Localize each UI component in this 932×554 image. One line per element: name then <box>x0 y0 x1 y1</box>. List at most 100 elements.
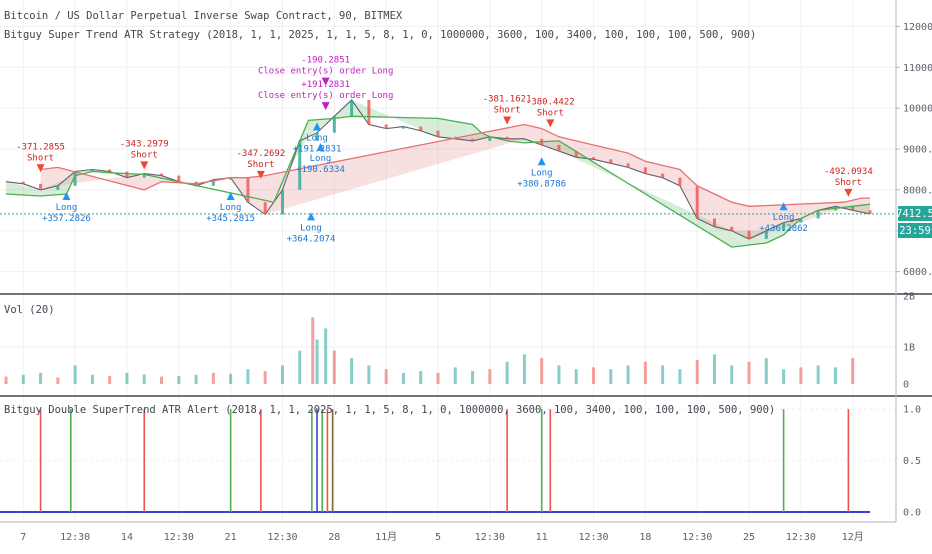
long-pnl: +357.2826 <box>42 214 91 224</box>
close-entry-pnl: -190.2851 <box>301 56 350 66</box>
strategy-label[interactable]: Bitguy Super Trend ATR Strategy (2018, 1… <box>4 29 756 41</box>
price-candle <box>522 138 526 140</box>
alert-pane-title[interactable]: Bitguy Double SuperTrend ATR Alert (2018… <box>4 404 775 416</box>
long-label: Long <box>300 223 322 233</box>
price-candle <box>211 179 215 186</box>
volume-bar <box>712 354 716 384</box>
trade-signals: Short-371.2855Long+357.2826Short-343.297… <box>16 56 873 245</box>
price-axis-label: 9000.0 <box>903 145 932 156</box>
price-candle <box>816 210 820 219</box>
close-entry-label: Close entry(s) order Long <box>258 67 393 77</box>
price-candle <box>246 177 250 203</box>
short-pnl: -343.2979 <box>120 139 169 149</box>
short-label: Short <box>131 150 158 160</box>
x-tick-label: 25 <box>743 532 755 543</box>
price-candle <box>39 183 43 190</box>
short-arrow <box>503 116 512 125</box>
x-tick-label: 7 <box>20 532 26 543</box>
price-candle <box>263 202 267 215</box>
x-tick-label: 12:30 <box>267 532 297 543</box>
price-candle <box>574 151 578 158</box>
long-pnl: +364.2074 <box>287 234 336 244</box>
volume-pane-title[interactable]: Vol (20) <box>4 304 55 316</box>
price-candle <box>90 169 94 172</box>
supertrend-fills <box>6 100 871 248</box>
price-candle <box>661 173 665 178</box>
alert-axis-label: 0.0 <box>903 508 921 519</box>
volume-bar <box>298 350 302 384</box>
volume-bar <box>557 365 561 384</box>
supertrend-lines <box>5 115 871 248</box>
price-candle <box>592 157 596 160</box>
price-candle <box>73 171 77 186</box>
short-pnl: -380.4422 <box>526 97 575 107</box>
long-label: Long <box>310 154 332 164</box>
supertrend-down-line <box>40 123 870 207</box>
volume-bar <box>108 375 112 384</box>
price-candle <box>56 185 60 190</box>
price-candle <box>868 210 872 214</box>
supertrend-up-line <box>5 115 871 248</box>
x-tick-label: 12:30 <box>786 532 816 543</box>
x-tick-label: 12:30 <box>60 532 90 543</box>
volume-axis-label: 0 <box>903 380 909 391</box>
price-candle <box>160 173 164 176</box>
volume-bar <box>332 350 336 384</box>
volume-bar <box>592 367 596 384</box>
volume-bar <box>471 371 475 384</box>
volume-bar <box>505 361 509 384</box>
volume-bar <box>730 365 734 384</box>
short-pnl: -381.1621 <box>483 94 532 104</box>
x-tick-label: 12:30 <box>578 532 608 543</box>
volume-bar <box>367 365 371 384</box>
volume-bar <box>626 365 630 384</box>
volume-bar <box>747 361 751 384</box>
x-tick-label: 12月 <box>842 531 864 543</box>
price-candle <box>125 171 129 178</box>
volume-bar <box>21 374 25 384</box>
short-pnl: -492.0934 <box>824 167 873 177</box>
volume-bars <box>4 317 855 384</box>
volume-bar <box>782 369 786 384</box>
volume-bar <box>39 372 43 384</box>
volume-bar <box>246 369 250 384</box>
price-candle <box>401 126 405 129</box>
x-tick-label: 18 <box>639 532 651 543</box>
volume-bar <box>540 358 544 384</box>
volume-bar <box>816 365 820 384</box>
price-candle <box>280 189 284 215</box>
x-tick-label: 12:30 <box>475 532 505 543</box>
volume-bar <box>280 365 284 384</box>
short-label: Short <box>494 105 521 115</box>
volume-bar <box>4 376 8 384</box>
price-candle <box>782 222 786 231</box>
volume-bar <box>56 377 60 384</box>
short-arrow <box>546 119 555 128</box>
long-label: Long <box>306 134 328 144</box>
short-label: Short <box>27 153 54 163</box>
volume-bar <box>764 358 768 384</box>
volume-bar <box>799 367 803 384</box>
x-tick-label: 11 <box>536 532 548 543</box>
price-series <box>0 99 896 240</box>
volume-bar <box>73 365 77 384</box>
long-pnl: +345.2815 <box>206 214 255 224</box>
price-candle <box>730 226 734 231</box>
volume-bar <box>609 369 613 384</box>
volume-bar <box>142 374 146 384</box>
long-label: Long <box>773 213 795 223</box>
x-tick-label: 28 <box>328 532 340 543</box>
last-price-badge <box>898 206 932 221</box>
price-candle <box>557 144 561 152</box>
volume-bar <box>125 372 129 384</box>
volume-bar <box>574 369 578 384</box>
price-axis-label: 11000.0 <box>903 63 932 74</box>
grid-lines <box>0 0 896 522</box>
close-entry-label: Close entry(s) order Long <box>258 91 393 101</box>
volume-bar <box>661 365 665 384</box>
price-candle <box>471 138 475 141</box>
long-label: Long <box>531 168 553 178</box>
price-candle <box>799 218 803 223</box>
price-candle <box>419 126 423 131</box>
